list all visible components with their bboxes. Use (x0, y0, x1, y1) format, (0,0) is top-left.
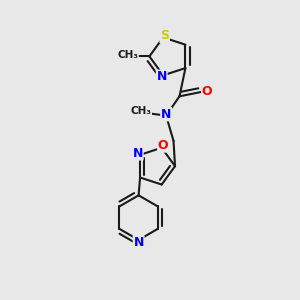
Text: N: N (134, 236, 144, 249)
Text: S: S (160, 29, 169, 42)
Text: CH₃: CH₃ (117, 50, 138, 60)
Text: N: N (161, 108, 171, 121)
Text: N: N (157, 70, 167, 83)
Text: N: N (133, 147, 143, 160)
Text: O: O (202, 85, 212, 98)
Text: O: O (158, 139, 169, 152)
Text: CH₃: CH₃ (130, 106, 151, 116)
